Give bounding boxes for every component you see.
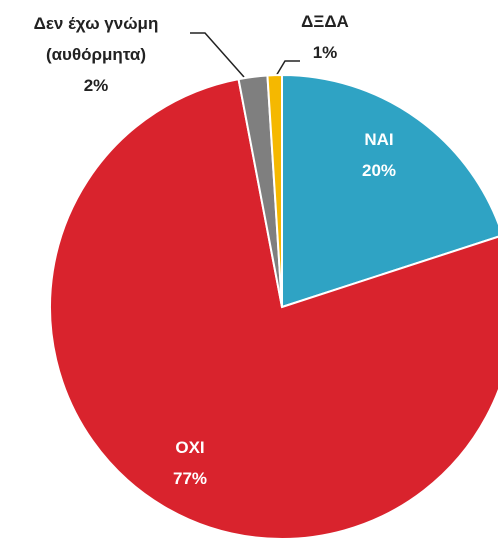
value-label: 20% bbox=[361, 161, 397, 180]
value-label: 1% bbox=[312, 43, 338, 62]
pie-slice bbox=[266, 73, 283, 308]
pie-slice bbox=[281, 73, 498, 309]
slice-label: Δεν έχω γνώμη (αυθόρμητα) 2% bbox=[11, 8, 181, 101]
leader-line bbox=[275, 60, 300, 77]
category-label: ΝΑΙ bbox=[364, 130, 394, 149]
slice-label: ΟΧΙ 77% bbox=[173, 432, 207, 494]
category-label: ΟΧΙ bbox=[175, 438, 205, 457]
slice-label: ΝΑΙ 20% bbox=[362, 124, 396, 186]
value-label: 77% bbox=[172, 469, 208, 488]
slice-label: ΔΞΔΑ 1% bbox=[301, 6, 349, 68]
category-label: Δεν έχω γνώμη (αυθόρμητα) bbox=[33, 14, 159, 64]
category-label: ΔΞΔΑ bbox=[301, 12, 349, 31]
pie-slice bbox=[49, 77, 498, 540]
leader-line bbox=[190, 32, 245, 78]
value-label: 2% bbox=[83, 76, 109, 95]
